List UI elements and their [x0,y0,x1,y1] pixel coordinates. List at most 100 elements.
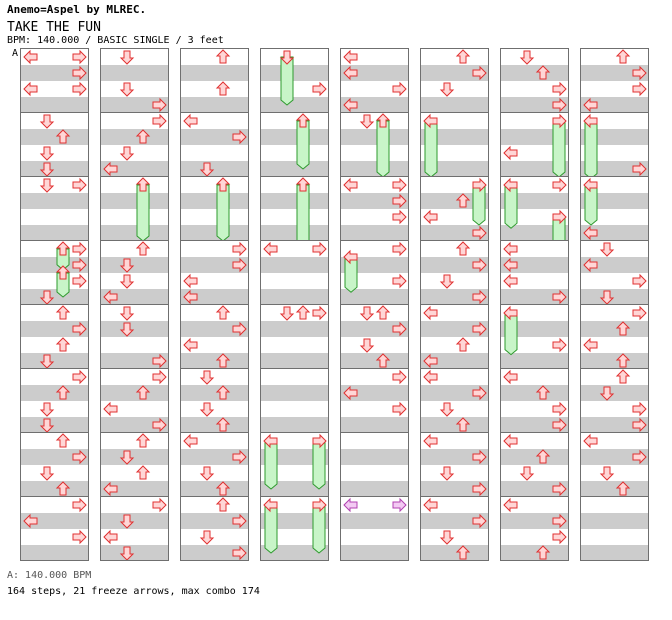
measure-notes [39,114,71,176]
right-arrow-icon [552,177,567,193]
left-arrow-icon [103,481,118,496]
left-arrow-icon [423,209,438,225]
measure-10 [100,112,169,177]
right-arrow-icon [472,177,487,193]
measure-5 [20,304,89,369]
right-arrow-icon [472,289,487,304]
freeze-arrow [552,209,567,240]
beat-stripe [21,161,88,176]
beat-stripe [341,417,408,432]
down-arrow-icon [39,402,55,417]
left-arrow-icon [503,241,518,257]
up-arrow-icon [455,241,471,256]
down-arrow-icon [599,466,615,481]
right-arrow-icon [552,289,567,304]
right-arrow-icon [632,401,647,417]
down-arrow-icon [119,450,135,465]
measure-1 [20,48,89,113]
beat-stripe [101,545,168,560]
left-arrow-icon [423,353,438,368]
down-arrow-icon [39,146,55,161]
beat-stripe [21,353,88,368]
beat-stripe [261,545,328,560]
left-arrow-icon [583,177,598,193]
freeze-arrow [503,177,518,229]
measure-notes [423,113,438,176]
left-arrow-icon [183,273,198,289]
left-arrow-icon [503,369,518,385]
right-arrow-icon [392,81,407,97]
right-arrow-icon [632,305,647,321]
up-arrow-icon [455,337,471,352]
measure-6 [20,368,89,433]
beat-stripe [341,129,408,145]
beat-stripe [501,257,568,273]
freeze-arrow [312,497,327,554]
beat-stripe [21,449,88,465]
right-arrow-icon [72,497,87,513]
measure-33 [340,48,409,113]
right-arrow-icon [312,81,327,97]
right-arrow-icon [232,545,247,560]
right-arrow-icon [312,305,327,321]
right-arrow-icon [72,177,87,193]
freeze-arrow [503,305,518,356]
measure-notes [183,433,247,496]
beat-stripe [21,513,88,529]
right-arrow-icon [392,209,407,225]
right-arrow-icon [392,241,407,257]
measure-notes [503,113,567,176]
down-arrow-icon [519,466,535,481]
measure-11 [100,176,169,241]
beat-stripe [341,257,408,273]
right-arrow-icon [472,257,487,273]
measure-19 [180,176,249,241]
right-arrow-icon [72,65,87,81]
beat-stripe [181,513,248,529]
beat-stripe [101,161,168,176]
right-arrow-icon [552,97,567,112]
measure-43 [420,176,489,241]
beat-stripe [21,289,88,304]
down-arrow-icon [119,546,135,560]
freeze-arrow [312,433,327,490]
beat-stripe [581,129,648,145]
measure-notes [39,369,87,432]
beat-stripe [181,161,248,176]
left-arrow-icon [503,177,518,193]
measure-notes [503,177,567,240]
measure-notes [263,433,327,490]
down-arrow-icon [439,82,455,97]
down-arrow-icon [439,274,455,289]
left-arrow-icon [103,401,118,417]
measure-notes [343,497,407,513]
left-arrow-icon [183,337,198,353]
beat-stripe [581,257,648,273]
beat-stripe [101,417,168,432]
beat-stripe [581,289,648,304]
left-arrow-icon [583,337,598,353]
down-arrow-icon [119,514,135,529]
measure-notes [103,369,167,432]
measure-2 [20,112,89,177]
freeze-arrow [423,113,438,176]
right-arrow-icon [472,225,487,240]
beat-stripe [581,225,648,240]
beat-stripe [421,481,488,496]
right-arrow-icon [472,449,487,465]
right-arrow-icon [392,193,407,209]
left-arrow-icon [583,257,598,273]
up-arrow-icon [615,481,631,496]
right-arrow-icon [472,481,487,496]
right-arrow-icon [72,273,87,289]
beat-stripe [581,161,648,176]
down-arrow-icon [119,306,135,321]
right-arrow-icon [152,497,167,513]
measure-notes [135,177,151,240]
beat-stripe [581,449,648,465]
measure-63 [580,432,649,497]
right-arrow-icon [72,81,87,97]
up-arrow-icon [615,49,631,64]
up-arrow-icon [55,337,71,352]
measure-notes [279,50,327,106]
